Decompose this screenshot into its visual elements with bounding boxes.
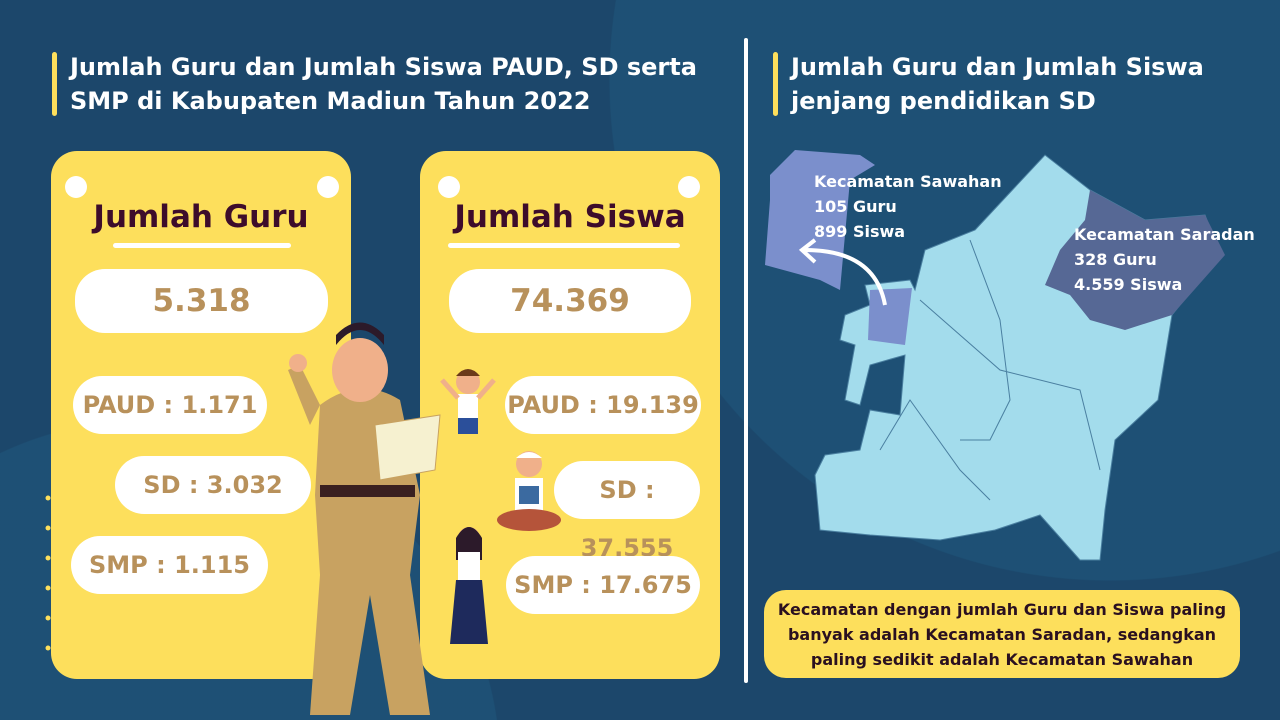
guru-sd: SD : 3.032 — [115, 456, 311, 514]
pattern-dot — [45, 585, 51, 591]
siswa-total: 74.369 — [449, 269, 691, 333]
sawahan-siswa: 899 Siswa — [814, 222, 906, 241]
arrow-icon — [804, 248, 887, 306]
saradan-siswa: 4.559 Siswa — [1074, 275, 1183, 294]
pattern-dot — [45, 615, 51, 621]
card-hole — [678, 176, 700, 198]
guru-card: Jumlah Guru 5.318 PAUD : 1.171 SD : 3.03… — [51, 151, 351, 679]
card-hole — [65, 176, 87, 198]
pattern-dot — [45, 645, 51, 651]
sawahan-guru: 105 Guru — [814, 197, 897, 216]
pattern-dot — [45, 555, 51, 561]
siswa-paud: PAUD : 19.139 — [505, 376, 701, 434]
siswa-sd: SD : 37.555 — [554, 461, 700, 562]
right-heading: Jumlah Guru dan Jumlah Siswa jenjang pen… — [773, 50, 1233, 118]
saradan-guru: 328 Guru — [1074, 250, 1157, 269]
pattern-dot — [45, 525, 51, 531]
district-map — [765, 150, 1225, 561]
siswa-title: Jumlah Siswa — [454, 199, 686, 235]
saradan-name: Kecamatan Saradan — [1074, 225, 1255, 244]
map-region-sawahan-part — [868, 288, 912, 345]
map-region-sawahan — [765, 150, 875, 290]
pattern-dot — [45, 495, 51, 501]
teacher-illustration — [288, 322, 441, 715]
title-underline — [113, 243, 291, 248]
sawahan-name: Kecamatan Sawahan — [814, 172, 1002, 191]
student-boy-icon — [440, 369, 496, 434]
guru-paud: PAUD : 1.171 — [73, 376, 267, 434]
left-heading: Jumlah Guru dan Jumlah Siswa PAUD, SD se… — [52, 50, 712, 118]
card-hole — [317, 176, 339, 198]
guru-smp: SMP : 1.115 — [71, 536, 268, 594]
map-region-saradan — [1045, 190, 1225, 330]
card-hole — [438, 176, 460, 198]
conclusion-note: Kecamatan dengan jumlah Guru dan Siswa p… — [764, 590, 1240, 678]
guru-title: Jumlah Guru — [93, 199, 309, 235]
divider — [744, 38, 748, 683]
title-underline — [448, 243, 680, 248]
student-girl-icon — [450, 527, 488, 644]
guru-total: 5.318 — [75, 269, 328, 333]
sawahan-label: Kecamatan Sawahan 105 Guru 899 Siswa — [814, 169, 1002, 244]
siswa-smp: SMP : 17.675 — [506, 556, 700, 614]
saradan-label: Kecamatan Saradan 328 Guru 4.559 Siswa — [1074, 222, 1255, 297]
student-reading-icon — [497, 451, 561, 531]
